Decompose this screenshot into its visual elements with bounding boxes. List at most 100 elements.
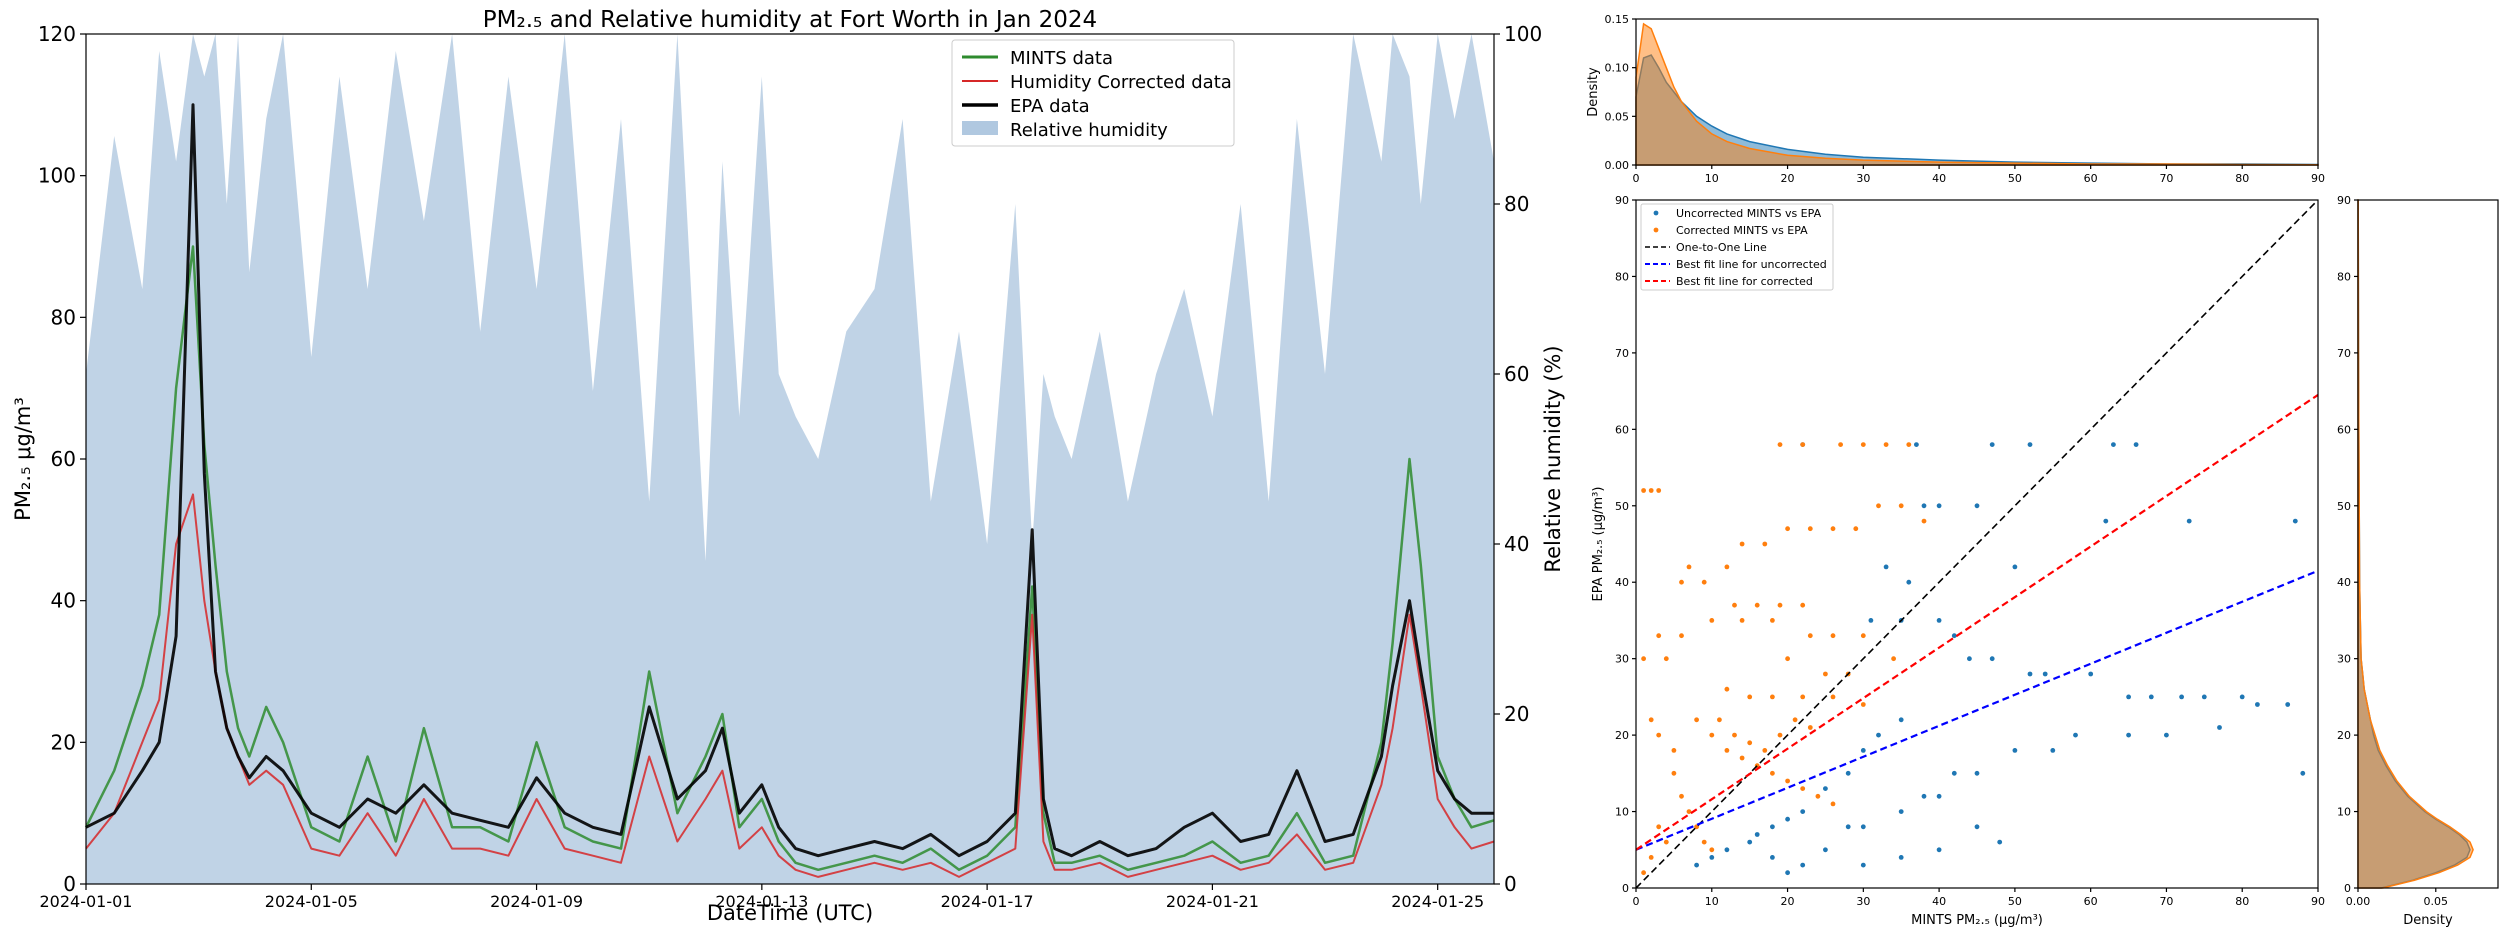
scatter-point-corrected [1701,579,1707,585]
scatter-y-axis: 0 10 20 30 40 50 60 70 80 90 [1615,194,1636,895]
y-tick-label: 80 [51,305,76,329]
scatter-point-corrected [1860,633,1866,639]
scatter-point-uncorrected [1800,862,1806,868]
x-tick-label: 2024-01-13 [715,892,808,911]
right-density-chart: 0 10 20 30 40 50 60 70 80 90 0.00 0.05 Density [2337,194,2499,928]
scatter-point-corrected [1770,694,1775,700]
scatter-point-corrected [1883,442,1889,447]
scatter-point-uncorrected [1860,748,1866,753]
scatter-point-uncorrected [1709,855,1715,860]
scatter-y-label: EPA PM₂.₅ (μg/m³) [1591,487,1606,602]
scatter-point-corrected [1823,671,1828,677]
scatter-point-corrected [1739,618,1745,623]
scatter-point-uncorrected [1951,770,1957,776]
scatter-point-uncorrected [1936,847,1942,853]
scatter-point-corrected [1785,526,1790,532]
x-tick-label: 2024-01-25 [1391,892,1484,911]
scatter-x-tick-label: 50 [2008,895,2022,908]
y-tick-label: 100 [38,164,76,188]
right-density-y-axis: 0 10 20 30 40 50 60 70 80 90 [2337,194,2358,895]
right-density-areas [2357,199,2474,889]
scatter-x-tick-label: 80 [2235,895,2249,908]
scatter-point-corrected [1739,541,1745,547]
scatter-point-uncorrected [1997,839,2003,845]
scatter-point-uncorrected [1974,824,1980,830]
scatter-point-uncorrected [2186,518,2192,524]
scatter-x-tick-label: 60 [2084,895,2098,908]
scatter-point-corrected [1671,748,1677,753]
scatter-point-corrected [1679,633,1684,639]
y-tick-label: 60 [51,447,76,471]
scatter-legend-swatch-uncorrected [1653,210,1659,216]
scatter-point-uncorrected [1898,855,1904,860]
scatter-point-uncorrected [2148,694,2154,700]
scatter-fit-lines-layer [1635,199,2319,889]
scatter-point-corrected [1656,732,1662,738]
timeseries-legend: MINTS data Humidity Corrected data EPA d… [951,39,1235,147]
scatter-point-uncorrected [2027,442,2033,447]
scatter-x-axis: 0 10 20 30 40 50 60 70 80 90 [1633,888,2325,908]
scatter-point-uncorrected [1694,862,1699,868]
scatter-point-uncorrected [2073,732,2078,738]
top-density-areas [1635,22,2319,166]
scatter-point-uncorrected [1876,732,1881,738]
timeseries-legend-box [951,39,1235,147]
top-density-x-tick-label: 70 [2159,172,2173,185]
scatter-point-uncorrected [2133,442,2139,447]
scatter-y-tick-label: 40 [1615,576,1629,589]
scatter-point-corrected [1770,618,1775,623]
scatter-point-uncorrected [2300,770,2306,776]
scatter-point-corrected [1891,656,1896,662]
scatter-y-tick-label: 20 [1615,729,1629,742]
scatter-point-uncorrected [2103,518,2109,524]
scatter-point-corrected [1671,770,1677,776]
y2-tick-label: 20 [1504,702,1529,726]
scatter-point-corrected [1762,748,1768,753]
top-density-x-tick-label: 40 [1932,172,1946,185]
top-density-y-tick-label: 0.15 [1605,13,1630,26]
right-density-y-tick-label: 80 [2337,270,2351,283]
timeseries-y-label: PM₂.₅ μg/m³ [11,397,35,521]
series-area-relative-humidity [86,34,1494,884]
scatter-point-uncorrected [2042,671,2048,677]
scatter-point-corrected [1777,602,1783,608]
scatter-y-tick-label: 30 [1615,653,1629,666]
scatter-point-uncorrected [1936,618,1942,623]
scatter-point-uncorrected [1860,824,1866,830]
scatter-point-corrected [1800,694,1806,700]
scatter-point-corrected [1717,717,1722,723]
series-line-humidity-corrected [85,493,1495,878]
scatter-y-tick-label: 90 [1615,194,1629,207]
scatter-point-uncorrected [1951,633,1957,639]
scatter-point-corrected [1830,801,1836,807]
scatter-point-corrected [1807,725,1813,730]
scatter-point-corrected [1709,618,1715,623]
scatter-point-corrected [1807,633,1813,639]
right-density-corrected [2357,199,2474,889]
scatter-y-tick-label: 10 [1615,806,1629,819]
scatter-point-corrected [1747,694,1753,700]
scatter-point-uncorrected [2217,725,2222,730]
scatter-point-corrected [1656,633,1662,639]
top-density-x-tick-label: 90 [2311,172,2325,185]
scatter-point-uncorrected [2255,702,2260,707]
right-density-y-tick-label: 30 [2337,653,2351,666]
timeseries-lines-layer [84,103,1495,878]
scatter-point-corrected [1762,541,1768,547]
scatter-point-corrected [1641,656,1646,662]
scatter-point-uncorrected [2027,671,2033,677]
timeseries-x-axis: 2024-01-01 2024-01-05 2024-01-09 2024-01-13… [40,884,1484,911]
scatter-legend-box [1640,203,1834,291]
scatter-point-uncorrected [2126,694,2132,700]
x-tick-label: 2024-01-17 [941,892,1034,911]
right-density-y-tick-label: 60 [2337,423,2351,436]
scatter-point-corrected [1732,602,1737,608]
timeseries-title: PM₂.₅ and Relative humidity at Fort Wort… [483,7,1097,33]
scatter-point-uncorrected [2111,442,2116,447]
scatter-point-corrected [1709,847,1715,853]
top-density-x-tick-label: 80 [2235,172,2249,185]
top-density-x-tick-label: 50 [2008,172,2022,185]
scatter-point-uncorrected [2164,732,2169,738]
scatter-x-tick-label: 90 [2311,895,2325,908]
scatter-point-corrected [1656,824,1662,830]
